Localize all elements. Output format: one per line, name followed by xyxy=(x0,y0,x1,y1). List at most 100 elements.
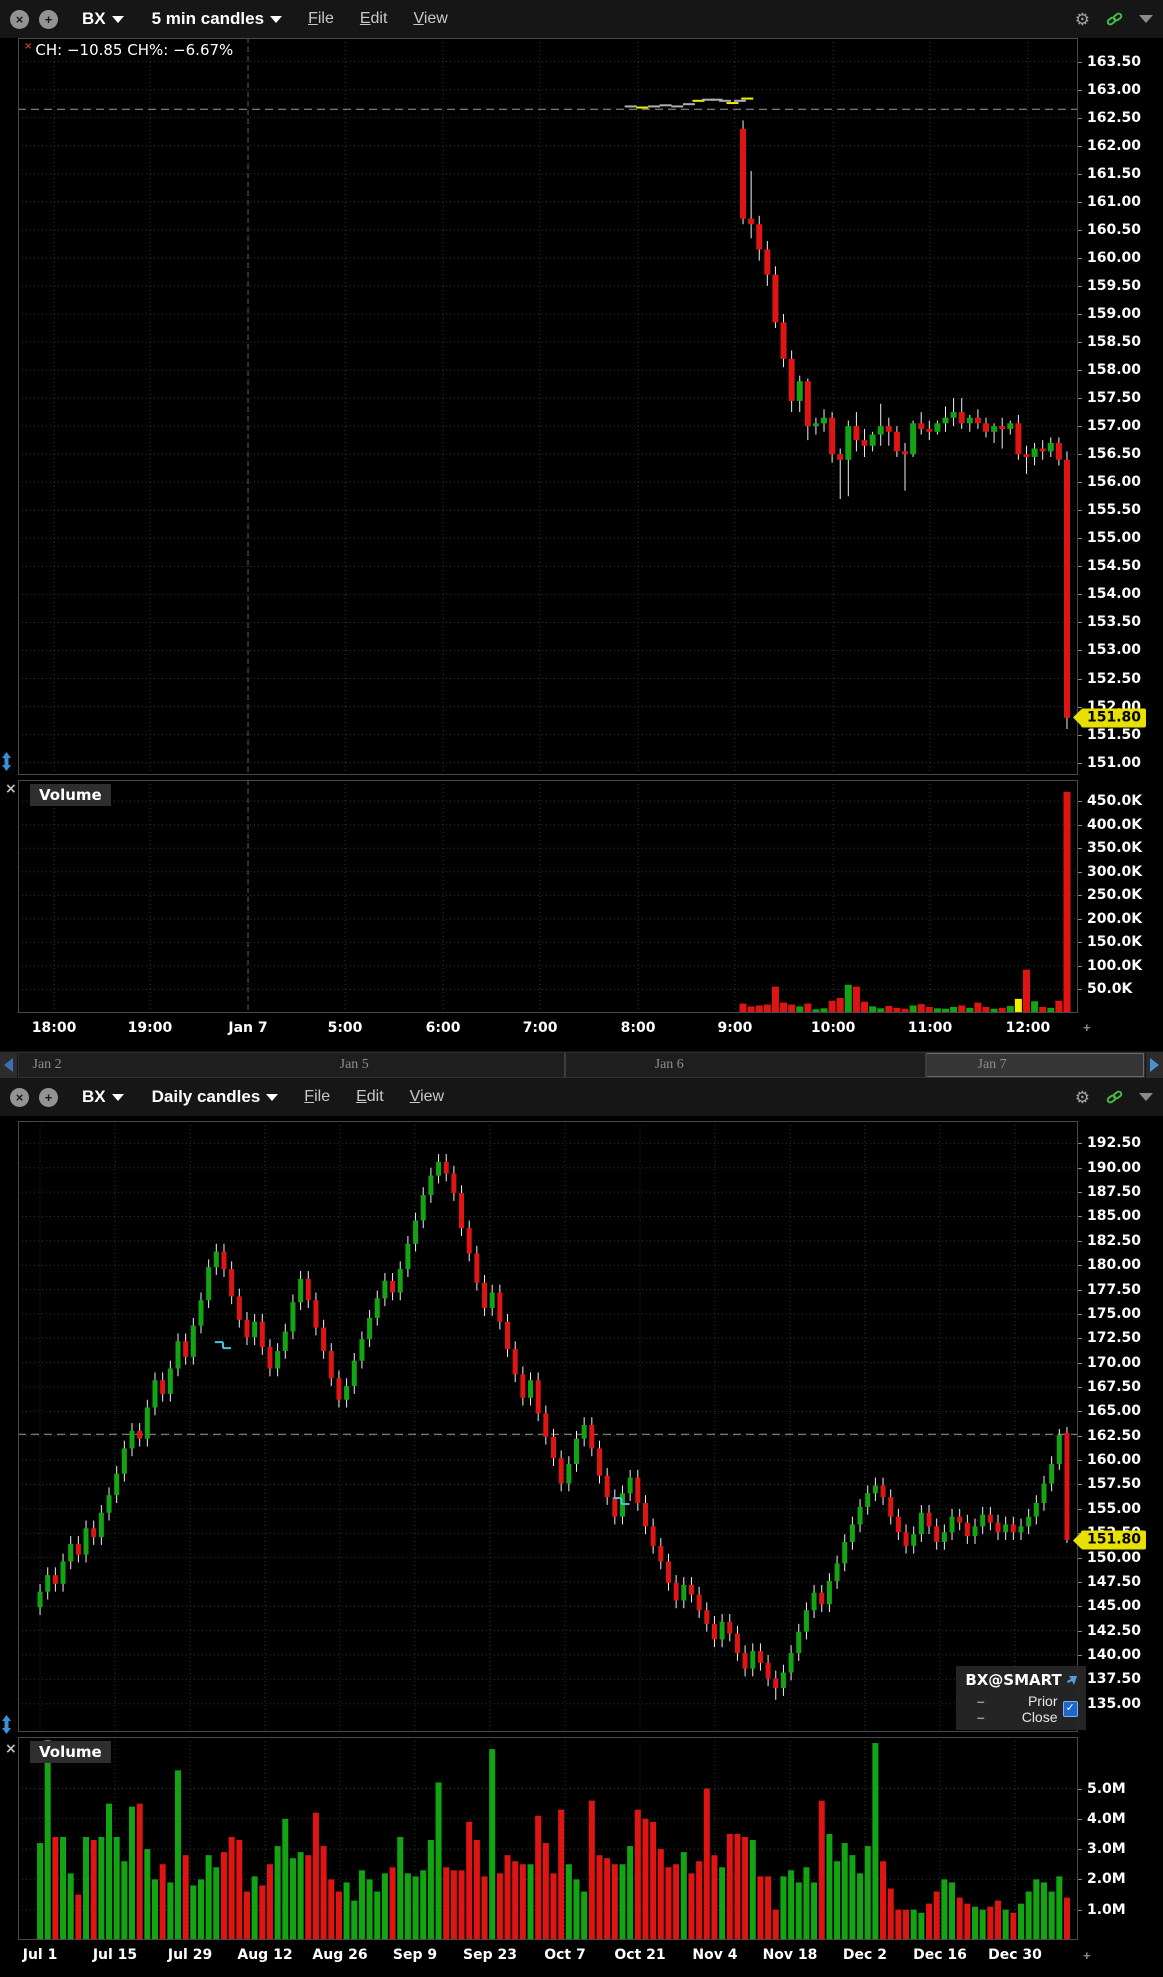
link-icon[interactable] xyxy=(1106,1089,1123,1106)
price-axis-5min[interactable]: 163.50 163.00 162.50 162.00 161.50 161.00 160.… xyxy=(1078,38,1163,775)
scrollbar-track[interactable]: Jan 2 Jan 5 Jan 6 Jan 7 xyxy=(18,1052,1145,1078)
axis-tick-label: 100.0K xyxy=(1087,957,1143,974)
time-axis-5min[interactable]: 18:00 19:00 Jan 7 5:00 6:00 7:00 8:00 9:00 10:00… xyxy=(18,1013,1078,1047)
time-tick-label: Nov 4 xyxy=(692,1947,738,1963)
volume-chart-daily[interactable] xyxy=(18,1737,1078,1940)
prior-close-legend-row: – – Prior Close ✓ xyxy=(964,1693,1078,1725)
axis-corner-icon[interactable]: + xyxy=(1083,1948,1091,1963)
volume-pane-close-button[interactable]: × xyxy=(5,1741,17,1757)
axis-tick-label: 163.50 xyxy=(1087,53,1142,70)
axis-tick-label: 162.00 xyxy=(1087,137,1142,154)
axis-tick-label: 350.0K xyxy=(1087,840,1143,857)
pane-splitter-icon[interactable] xyxy=(1,752,12,771)
date-scrollbar[interactable]: Jan 2 Jan 5 Jan 6 Jan 7 xyxy=(0,1050,1163,1079)
volume-axis-daily[interactable]: 5.0M 4.0M 3.0M 2.0M 1.0M xyxy=(1078,1737,1163,1940)
chevron-down-icon xyxy=(111,15,124,23)
volume-pane-label: Volume xyxy=(30,1741,111,1763)
scrollbar-date-label: Jan 5 xyxy=(339,1057,369,1072)
scroll-left-button[interactable] xyxy=(0,1052,17,1078)
axis-tick-label: 156.50 xyxy=(1087,446,1142,463)
window-close-button[interactable]: × xyxy=(10,1087,29,1107)
axis-tick-label: 137.50 xyxy=(1087,1671,1142,1688)
pane-splitter-icon[interactable] xyxy=(1,1715,12,1734)
axis-tick-label: 158.50 xyxy=(1087,333,1142,350)
chevron-down-icon[interactable] xyxy=(1139,15,1153,23)
time-tick-label: 6:00 xyxy=(425,1020,461,1036)
prior-close-label: Prior Close xyxy=(1021,1693,1058,1725)
titlebar-right-icons: ⚙ xyxy=(1075,1089,1153,1106)
date-axis-daily[interactable]: Jul 1 Jul 15 Jul 29 Aug 12 Aug 26 Sep 9 Sep 23… xyxy=(18,1940,1078,1977)
chevron-down-icon xyxy=(270,15,283,23)
axis-tick-label: 180.00 xyxy=(1087,1257,1142,1274)
timeframe-dropdown[interactable]: 5 min candles xyxy=(152,9,283,29)
time-tick-label: Oct 7 xyxy=(544,1947,586,1963)
scroll-right-button[interactable] xyxy=(1146,1052,1163,1078)
price-axis-daily[interactable]: 192.50 190.00 187.50 185.00 182.50 180.00 177.… xyxy=(1078,1121,1163,1732)
axis-tick-label: 400.0K xyxy=(1087,816,1143,833)
axis-tick-label: 200.0K xyxy=(1087,910,1143,927)
window-add-button[interactable]: + xyxy=(39,9,58,29)
time-tick-label: Oct 21 xyxy=(614,1947,666,1963)
axis-tick-label: 156.00 xyxy=(1087,474,1142,491)
axis-tick-label: 155.50 xyxy=(1087,502,1142,519)
chevron-down-icon[interactable] xyxy=(1139,1093,1153,1101)
time-tick-label: Dec 30 xyxy=(988,1947,1042,1963)
axis-tick-label: 153.50 xyxy=(1087,614,1142,631)
axis-tick-label: 150.00 xyxy=(1087,1549,1142,1566)
time-tick-label: Sep 23 xyxy=(463,1947,517,1963)
prior-close-checkbox[interactable]: ✓ xyxy=(1062,1701,1078,1717)
volume-pane-label: Volume xyxy=(30,784,111,806)
volume-axis-5min[interactable]: 450.0K 400.0K 350.0K 300.0K 250.0K 200.0K 150.… xyxy=(1078,780,1163,1013)
time-tick-label: 19:00 xyxy=(127,1020,173,1036)
axis-tick-label: 160.50 xyxy=(1087,221,1142,238)
menu-file[interactable]: File xyxy=(304,1088,331,1105)
axis-tick-label: 192.50 xyxy=(1087,1135,1142,1152)
titlebar-daily: × + BX Daily candles File Edit View ⚙ xyxy=(0,1078,1163,1116)
volume-pane-close-button[interactable]: × xyxy=(5,781,17,797)
axis-corner-icon[interactable]: + xyxy=(1083,1020,1091,1035)
symbol-dropdown[interactable]: BX xyxy=(82,1087,124,1107)
window-close-button[interactable]: × xyxy=(10,9,29,29)
axis-tick-label: 5.0M xyxy=(1087,1780,1126,1797)
scrollbar-date-label: Jan 2 xyxy=(32,1057,62,1072)
axis-tick-label: 190.00 xyxy=(1087,1159,1142,1176)
timeframe-dropdown[interactable]: Daily candles xyxy=(152,1087,279,1107)
link-icon[interactable] xyxy=(1106,11,1123,28)
axis-tick-label: 185.00 xyxy=(1087,1208,1142,1225)
axis-tick-label: 152.50 xyxy=(1087,670,1142,687)
axis-tick-label: 165.00 xyxy=(1087,1403,1142,1420)
menu-edit[interactable]: Edit xyxy=(359,10,388,27)
gear-icon[interactable]: ⚙ xyxy=(1074,9,1090,29)
axis-tick-label: 170.00 xyxy=(1087,1354,1142,1371)
axis-tick-label: 155.00 xyxy=(1087,1500,1142,1517)
menu-file[interactable]: File xyxy=(308,10,334,27)
axis-tick-label: 50.0K xyxy=(1087,981,1133,998)
symbol-dropdown[interactable]: BX xyxy=(82,9,124,29)
scrollbar-date-label: Jan 6 xyxy=(654,1057,684,1072)
menu-bar: File Edit View xyxy=(304,1088,470,1106)
menu-view[interactable]: View xyxy=(413,10,448,27)
axis-tick-label: 157.00 xyxy=(1087,418,1142,435)
axis-tick-label: 147.50 xyxy=(1087,1573,1142,1590)
scrollbar-thumb[interactable] xyxy=(924,1053,1144,1077)
axis-tick-label: 161.50 xyxy=(1087,165,1142,182)
axis-tick-label: 2.0M xyxy=(1087,1871,1126,1888)
axis-tick-label: 159.00 xyxy=(1087,305,1142,322)
menu-view[interactable]: View xyxy=(409,1088,445,1105)
price-chart-daily[interactable] xyxy=(18,1121,1078,1732)
axis-tick-label: 160.00 xyxy=(1087,249,1142,266)
axis-tick-label: 160.00 xyxy=(1087,1452,1142,1469)
menu-edit[interactable]: Edit xyxy=(356,1088,384,1105)
price-chart-5min[interactable] xyxy=(18,38,1078,775)
chevron-down-icon xyxy=(266,1093,279,1101)
legend-close-icon[interactable]: × xyxy=(24,41,33,52)
gear-icon[interactable]: ⚙ xyxy=(1074,1087,1090,1107)
axis-tick-label: 153.00 xyxy=(1087,642,1142,659)
axis-tick-label: 157.50 xyxy=(1087,390,1142,407)
window-add-button[interactable]: + xyxy=(39,1087,58,1107)
axis-tick-label: 151.50 xyxy=(1087,726,1142,743)
titlebar-5min: × + BX 5 min candles File Edit View ⚙ xyxy=(0,0,1163,38)
time-tick-label: Sep 9 xyxy=(392,1947,438,1963)
volume-chart-5min[interactable] xyxy=(18,780,1078,1013)
